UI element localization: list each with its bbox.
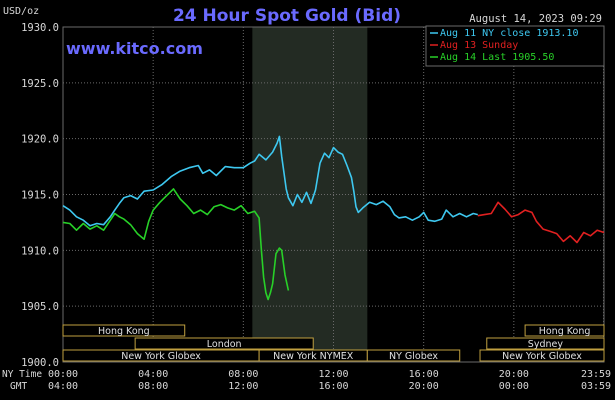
y-tick-label: 1915.0 xyxy=(21,190,59,202)
legend-label: Aug 14 Last 1905.50 xyxy=(440,52,554,63)
x-tick-label-gmt: 03:59 xyxy=(581,381,611,392)
x-tick-label-ny: 20:00 xyxy=(499,369,529,380)
x-tick-label-ny: 12:00 xyxy=(318,369,348,380)
x-tick-label-ny: 16:00 xyxy=(409,369,439,380)
unit-label: USD/oz xyxy=(3,6,39,17)
price-series xyxy=(62,135,605,301)
ny-time-row-label: NY Time xyxy=(2,369,42,380)
y-tick-label: 1905.0 xyxy=(21,301,59,313)
timestamp: August 14, 2023 09:29 xyxy=(469,13,602,25)
plot-border xyxy=(62,26,605,363)
watermark: www.kitco.com xyxy=(66,39,203,58)
y-tick-label: 1925.0 xyxy=(21,78,59,90)
x-tick-label-gmt: 16:00 xyxy=(318,381,348,392)
session-label: New York Globex xyxy=(502,351,582,362)
y-axis: 1930.0 1925.0 1920.0 1915.0 1910.0 1905.0 1900… xyxy=(21,22,59,369)
y-tick-label: 1930.0 xyxy=(21,22,59,34)
legend-label: Aug 11 NY close 1913.10 xyxy=(440,28,578,39)
x-tick-label-ny: 04:00 xyxy=(138,369,168,380)
y-tick-label: 1900.0 xyxy=(21,357,59,369)
x-tick-label-ny: 00:00 xyxy=(48,369,78,380)
session-label: New York NYMEX xyxy=(273,351,354,362)
chart-title: 24 Hour Spot Gold (Bid) xyxy=(173,6,401,26)
x-tick-label-gmt: 08:00 xyxy=(138,381,168,392)
session-bar xyxy=(62,324,186,337)
gmt-row-label: GMT xyxy=(10,381,27,392)
session-label: New York Globex xyxy=(121,351,201,362)
session-bar xyxy=(366,349,461,362)
session-label: London xyxy=(207,339,242,350)
series-line xyxy=(477,201,605,244)
x-tick-label-gmt: 12:00 xyxy=(228,381,258,392)
legend-box xyxy=(425,25,605,67)
session-bar xyxy=(486,337,605,350)
session-label: NY Globex xyxy=(389,351,438,362)
legend-label: Aug 13 Sunday xyxy=(440,40,518,51)
x-tick-label-ny: 08:00 xyxy=(228,369,258,380)
y-tick-label: 1920.0 xyxy=(21,134,59,146)
session-label: Sydney xyxy=(528,339,564,350)
session-bar xyxy=(134,337,314,350)
y-tick-label: 1910.0 xyxy=(21,245,59,257)
x-tick-label-gmt: 04:00 xyxy=(48,381,78,392)
x-axis: 00:0004:0004:0008:0008:0012:0012:0016:00… xyxy=(48,369,611,392)
session-label: Hong Kong xyxy=(539,326,591,337)
session-bar xyxy=(524,324,605,337)
series-line xyxy=(62,135,478,227)
grid-lines xyxy=(62,26,605,363)
session-label: Hong Kong xyxy=(98,326,150,337)
session-bar xyxy=(479,349,605,362)
x-tick-label-ny: 23:59 xyxy=(581,369,611,380)
x-tick-label-gmt: 20:00 xyxy=(409,381,439,392)
x-tick-label-gmt: 00:00 xyxy=(499,381,529,392)
series-line xyxy=(62,188,290,301)
market-sessions: Hong Kong London New York Globex New York N… xyxy=(62,324,605,362)
